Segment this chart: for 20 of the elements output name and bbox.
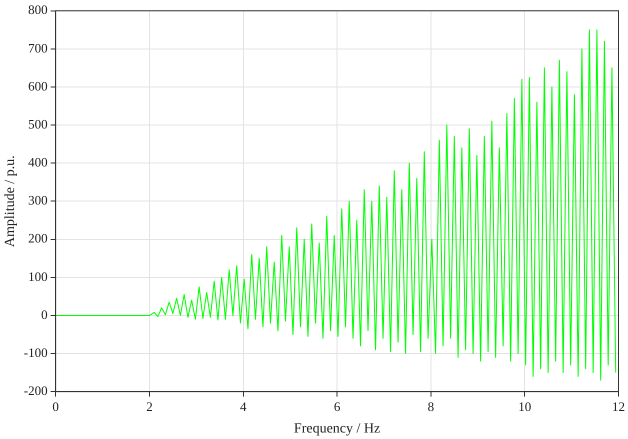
x-tick-label: 12 — [612, 398, 625, 414]
y-tick-label: 200 — [28, 230, 48, 246]
y-tick-label: 600 — [28, 78, 48, 94]
y-tick-label: 100 — [28, 268, 48, 284]
x-axis-title: Frequency / Hz — [294, 421, 380, 436]
y-tick-label: 800 — [28, 2, 48, 18]
x-tick-label: 6 — [334, 398, 341, 414]
x-tick-label: 0 — [52, 398, 59, 414]
y-tick-label: 300 — [28, 192, 48, 208]
y-tick-label: -100 — [24, 344, 48, 360]
x-tick-label: 8 — [428, 398, 434, 414]
y-axis-title: Amplitude / p.u. — [3, 155, 18, 248]
x-tick-label: 10 — [518, 398, 532, 414]
y-tick-label: 0 — [41, 306, 48, 322]
x-tick-label: 2 — [146, 398, 153, 414]
y-tick-label: 400 — [28, 154, 48, 170]
y-tick-label: 700 — [28, 40, 48, 56]
x-tick-label: 4 — [240, 398, 248, 414]
y-tick-label: -200 — [24, 383, 48, 398]
y-tick-label: 500 — [28, 116, 48, 132]
